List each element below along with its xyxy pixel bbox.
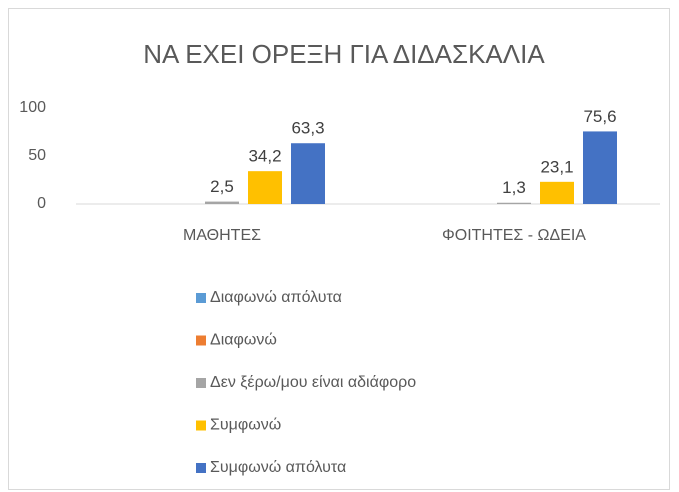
legend-swatch [196, 463, 206, 473]
legend-label: Διαφωνώ [210, 332, 277, 349]
data-label: 1,3 [502, 178, 526, 197]
legend-label: Συμφωνώ απόλυτα [210, 459, 346, 476]
bar [248, 171, 282, 204]
legend-label: Δεν ξέρω/μου είναι αδιάφορο [210, 374, 416, 391]
data-label: 2,5 [210, 177, 234, 196]
bar [205, 201, 239, 204]
y-tick-label: 100 [19, 99, 46, 116]
legend-label: Συμφωνώ [210, 417, 281, 434]
y-tick-label: 50 [28, 147, 46, 164]
y-tick-label: 0 [37, 195, 46, 212]
data-label: 75,6 [583, 107, 616, 126]
data-label: 34,2 [248, 147, 281, 166]
legend-swatch [196, 293, 206, 303]
bar [291, 143, 325, 204]
chart-title: ΝΑ ΕΧΕΙ ΟΡΕΞΗ ΓΙΑ ΔΙΔΑΣΚΑΛΙΑ [143, 39, 545, 69]
chart-frame [8, 8, 670, 490]
x-tick-label: ΦΟΙΤΗΤΕΣ - ΩΔΕΙΑ [442, 227, 586, 244]
legend-swatch [196, 420, 206, 431]
legend-label: Διαφωνώ απόλυτα [210, 289, 342, 306]
bar [583, 131, 617, 204]
data-label: 63,3 [291, 119, 324, 138]
legend-swatch [196, 335, 206, 346]
legend-swatch [196, 378, 206, 388]
bar [497, 202, 531, 204]
x-tick-label: ΜΑΘΗΤΕΣ [183, 227, 261, 244]
bar [540, 181, 574, 204]
data-label: 23,1 [540, 157, 573, 176]
